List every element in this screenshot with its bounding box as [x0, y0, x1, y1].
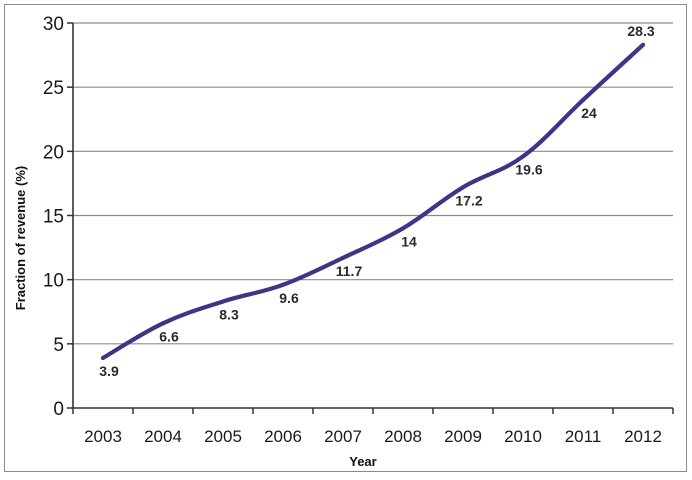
- x-tick-label: 2009: [444, 427, 482, 446]
- data-point: [341, 255, 345, 260]
- data-point: [221, 299, 225, 304]
- data-point: [401, 226, 405, 231]
- data-point: [521, 154, 525, 159]
- y-tick-label: 0: [53, 399, 64, 420]
- data-label: 24: [581, 105, 597, 121]
- data-labels: 3.9 6.6 8.3 9.6 11.7 14 17.2 19.6 24 28.3: [99, 23, 655, 379]
- data-point: [101, 355, 105, 360]
- data-label: 17.2: [455, 192, 482, 208]
- axes: [67, 22, 674, 414]
- x-tick-label: 2004: [144, 427, 182, 446]
- data-point: [581, 98, 585, 102]
- y-tick-label: 25: [43, 78, 64, 99]
- series-line: [100, 42, 646, 361]
- x-tick-label: 2011: [565, 427, 602, 446]
- series-lines: [100, 42, 646, 361]
- x-tick-label: 2010: [504, 427, 542, 446]
- data-label: 11.7: [336, 263, 363, 279]
- y-tick-label: 30: [43, 14, 64, 35]
- y-tick-label: 5: [53, 335, 64, 356]
- x-tick-label: 2003: [84, 427, 122, 446]
- x-tick-label: 2007: [324, 427, 362, 446]
- x-tick-label: 2008: [384, 427, 422, 446]
- y-tick-label: 15: [43, 207, 64, 228]
- x-tick-labels: 2003 2004 2005 2006 2007 2008 2009 2010 2011 2012: [84, 427, 662, 446]
- data-label: 9.6: [279, 290, 299, 306]
- x-tick-label: 2006: [264, 427, 302, 446]
- data-label: 19.6: [515, 161, 542, 177]
- chart-frame: [4, 4, 687, 472]
- y-tick-label: 20: [43, 142, 64, 163]
- y-tick-labels: 0 5 10 15 20 25 30: [43, 14, 64, 420]
- data-point: [281, 282, 285, 287]
- x-tick-label: 2005: [204, 427, 242, 446]
- data-point: [641, 42, 645, 47]
- data-label: 3.9: [99, 363, 119, 379]
- grid-lines: [73, 22, 673, 345]
- y-axis-title: Fraction of revenue (%): [13, 166, 28, 310]
- x-axis-title: Year: [349, 454, 376, 469]
- data-label: 28.3: [627, 23, 654, 39]
- data-label: 6.6: [159, 328, 179, 344]
- data-label: 14: [401, 233, 417, 249]
- data-point: [461, 185, 465, 190]
- y-tick-label: 10: [43, 271, 64, 292]
- x-tick-label: 2012: [624, 427, 662, 446]
- data-point: [161, 321, 165, 326]
- data-label: 8.3: [219, 306, 239, 322]
